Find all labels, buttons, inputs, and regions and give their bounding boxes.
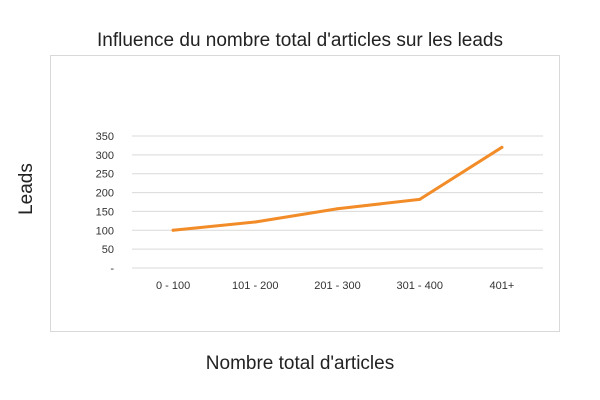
y-tick-label: 100 (96, 225, 114, 237)
y-tick-label: 300 (96, 150, 114, 162)
data-point (500, 145, 504, 149)
x-axis-label: Nombre total d'articles (205, 353, 395, 374)
y-tick-label: 150 (96, 206, 114, 218)
x-tick-label: 0 - 100 (156, 280, 190, 292)
y-tick-label: 250 (96, 169, 114, 181)
data-point (336, 207, 339, 211)
series-lines (171, 145, 504, 232)
y-tick-label: 200 (96, 188, 114, 200)
x-tick-label: 301 - 400 (396, 280, 442, 292)
x-tick-label: 401+ (490, 280, 515, 292)
grid-lines (132, 135, 543, 269)
y-axis-ticks: - 50 100 150 200 250 300 350 (96, 131, 115, 275)
x-tick-label: 201 - 300 (314, 280, 360, 292)
x-tick-label: 101 - 200 (232, 280, 278, 292)
series-line (171, 145, 504, 232)
x-axis-ticks: 0 - 100 101 - 200 201 - 300 301 - 400 401+ (156, 280, 514, 292)
data-point (171, 228, 175, 232)
data-point (418, 197, 422, 201)
data-point (253, 220, 257, 224)
y-tick-label: - (110, 263, 114, 275)
y-tick-label: 350 (96, 131, 114, 143)
chart-frame (50, 55, 560, 332)
chart-title: Influence du nombre total d'articles sur… (96, 30, 503, 51)
y-tick-label: 50 (102, 244, 114, 256)
